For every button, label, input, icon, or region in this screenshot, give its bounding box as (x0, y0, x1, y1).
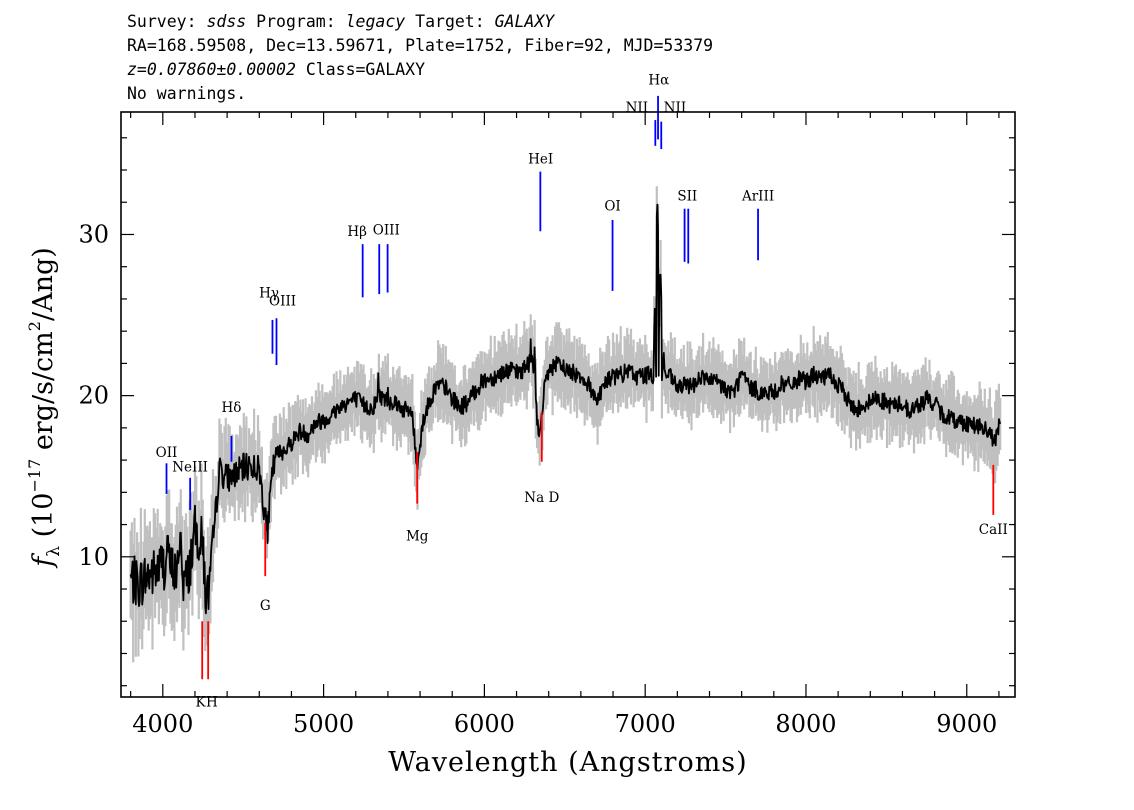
marker-label-ariii: ArIII (741, 189, 774, 205)
y-label-lambda: λ (44, 546, 64, 557)
target-label: Target: (415, 12, 485, 31)
header-line-coordinates: RA=168.59508, Dec=13.59671, Plate=1752, … (127, 36, 714, 55)
class-value: Class=GALAXY (305, 60, 426, 79)
spectrum-header: Survey: sdss Program: legacy Target: GAL… (127, 10, 1117, 106)
marker-label-oii: OII (156, 445, 178, 461)
x-tick-label: 6000 (454, 710, 515, 738)
marker-label-hdelta: Hδ (222, 400, 242, 416)
marker-label-h: H (206, 695, 218, 711)
axis-tick-layer: 4000 5000 6000 7000 8000 9000 10 20 30 (78, 112, 1015, 738)
marker-label-k: K (196, 695, 207, 711)
x-tick-label: 9000 (936, 710, 997, 738)
survey-value: sdss (206, 12, 247, 31)
marker-label-oiii-4959: OIII (269, 293, 296, 309)
redshift-value: z=0.07860±0.00002 (127, 60, 296, 79)
x-tick-label: 5000 (293, 710, 354, 738)
x-axis-label: Wavelength (Angstroms) (388, 747, 747, 778)
flux-layer (129, 203, 1002, 615)
y-label-lead: (10 (28, 493, 59, 546)
flux-line (129, 203, 1002, 615)
marker-label-nii-b: NII (664, 100, 686, 116)
marker-label-oiii-5007: OIII (373, 222, 400, 238)
marker-label-hbeta: Hβ (347, 224, 367, 240)
header-line-survey: Survey: sdss Program: legacy Target: GAL… (127, 10, 1117, 34)
y-label-mid: erg/s/cm (28, 331, 59, 459)
y-label-exp2: 2 (25, 321, 44, 331)
x-tick-label: 8000 (775, 710, 836, 738)
marker-label-halpha: Hα (648, 73, 669, 89)
program-value: legacy (345, 12, 406, 31)
y-label-tail: /Ang) (28, 247, 59, 321)
x-tick-label: 4000 (132, 710, 193, 738)
marker-label-neiii: NeIII (172, 459, 208, 475)
y-axis-label: fλ (10−17 erg/s/cm2/Ang) (25, 247, 64, 569)
survey-label: Survey: (127, 12, 197, 31)
header-line-warnings: No warnings. (127, 84, 247, 103)
x-tick-label: 7000 (615, 710, 676, 738)
y-tick-label: 10 (78, 543, 109, 571)
marker-label-nad: Na D (524, 490, 559, 506)
error-band-layer (129, 186, 1002, 663)
marker-label-mg: Mg (406, 529, 429, 545)
y-tick-label: 20 (78, 382, 109, 410)
marker-label-hei: HeI (528, 152, 553, 168)
marker-label-sii-a: SII (677, 189, 697, 205)
marker-label-g: G (260, 598, 271, 614)
y-label-exp1: −17 (25, 459, 44, 493)
program-label: Program: (256, 12, 336, 31)
header-line-redshift: z=0.07860±0.00002 Class=GALAXY (127, 58, 1117, 82)
marker-label-oi: OI (604, 198, 620, 214)
marker-label-hgamma: Hγ (259, 285, 279, 301)
target-value: GALAXY (494, 12, 555, 31)
marker-label-caii: CaII (979, 522, 1008, 538)
y-tick-label: 30 (78, 220, 109, 248)
plot-frame (120, 111, 1016, 698)
